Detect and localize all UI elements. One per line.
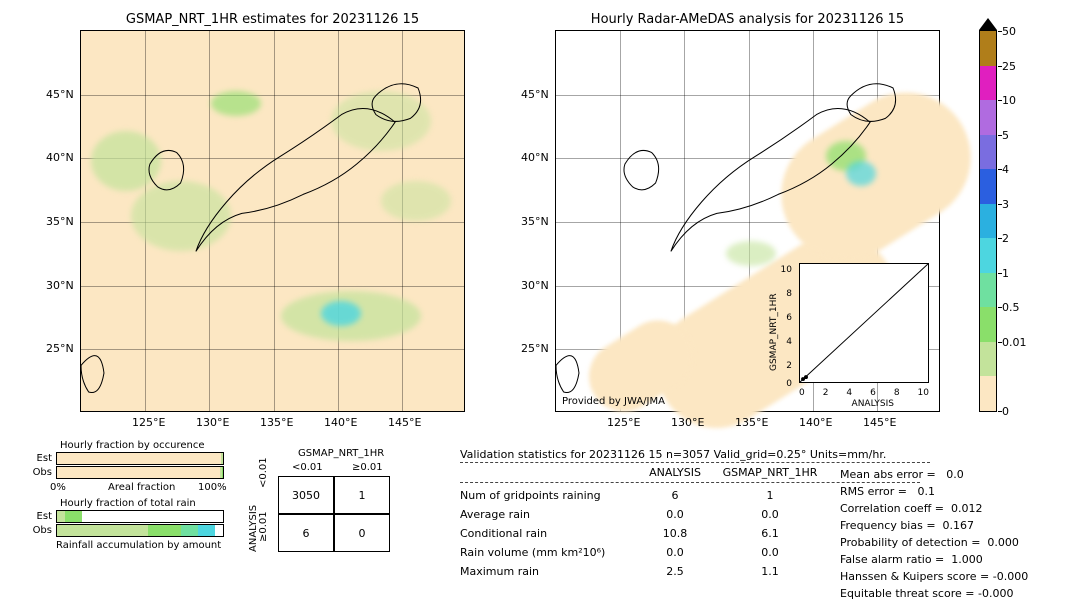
stats-left-table: ANALYSIS GSMAP_NRT_1HR xyxy=(460,466,830,479)
right-xtick-1: 130°E xyxy=(671,416,704,429)
right-ytick-2: 35°N xyxy=(521,215,549,228)
cb-tick-4: 4 xyxy=(1002,163,1009,176)
left-ytick-3: 30°N xyxy=(46,279,74,292)
total-obs-bar xyxy=(56,524,224,537)
right-ytick-0: 45°N xyxy=(521,88,549,101)
colorbar-over xyxy=(979,18,997,30)
scatter-ytick-8: 8 xyxy=(786,289,792,299)
cb-tick-0: 0 xyxy=(1002,405,1009,418)
total-title: Hourly fraction of total rain xyxy=(60,498,196,509)
occ-est-bar xyxy=(56,452,224,465)
left-xtick-2: 135°E xyxy=(260,416,293,429)
right-xtick-0: 125°E xyxy=(607,416,640,429)
left-xtick-4: 145°E xyxy=(388,416,421,429)
occ-title: Hourly fraction by occurence xyxy=(60,440,204,451)
cb-tick-5: 5 xyxy=(1002,129,1009,142)
conf-10: 6 xyxy=(278,514,334,552)
right-ytick-4: 25°N xyxy=(521,342,549,355)
cb-tick-1: 1 xyxy=(1002,267,1009,280)
scatter-ytick-4: 4 xyxy=(786,337,792,347)
scatter-ylabel: GSMAP_NRT_1HR xyxy=(769,293,779,371)
conf-row-1: ≥0.01 xyxy=(258,511,269,542)
scatter-ytick-6: 6 xyxy=(786,313,792,323)
cb-tick-3: 3 xyxy=(1002,198,1009,211)
stats-title: Validation statistics for 20231126 15 n=… xyxy=(460,448,886,461)
occ-obs-label: Obs xyxy=(28,467,52,478)
left-map xyxy=(80,30,465,412)
scatter-inset xyxy=(799,263,929,383)
occ-obs-bar xyxy=(56,466,224,479)
cb-tick-10: 10 xyxy=(1002,94,1016,107)
left-ytick-1: 40°N xyxy=(46,151,74,164)
stats-rule-top xyxy=(460,462,930,463)
left-ytick-2: 35°N xyxy=(46,215,74,228)
stats-right-rows: Mean abs error = 0.0 RMS error = 0.1 Cor… xyxy=(840,466,1028,602)
right-ytick-3: 30°N xyxy=(521,279,549,292)
right-ytick-1: 40°N xyxy=(521,151,549,164)
right-map-title: Hourly Radar-AMeDAS analysis for 2023112… xyxy=(555,12,940,27)
conf-01: 1 xyxy=(334,476,390,514)
conf-row-0: <0.01 xyxy=(258,457,269,488)
left-ytick-4: 25°N xyxy=(46,342,74,355)
scatter-ytick-2: 2 xyxy=(786,361,792,371)
coastline-left xyxy=(81,31,464,411)
left-xtick-0: 125°E xyxy=(132,416,165,429)
conf-col-0: <0.01 xyxy=(292,462,323,473)
right-map: Provided by JWA/JMA 10 8 6 4 2 0 0246810… xyxy=(555,30,940,412)
scatter-xticks: 0246810 xyxy=(799,388,929,398)
occ-est-label: Est xyxy=(28,453,52,464)
total-est-label: Est xyxy=(28,511,52,522)
scatter-ytick-0: 0 xyxy=(786,379,792,389)
occ-x0: 0% xyxy=(50,482,66,493)
left-xtick-3: 140°E xyxy=(324,416,357,429)
left-xtick-1: 130°E xyxy=(196,416,229,429)
right-xtick-4: 145°E xyxy=(863,416,896,429)
right-xtick-3: 140°E xyxy=(799,416,832,429)
scatter-ytick-10: 10 xyxy=(781,265,792,275)
total-caption: Rainfall accumulation by amount xyxy=(56,540,221,551)
conf-11: 0 xyxy=(334,514,390,552)
map-credit: Provided by JWA/JMA xyxy=(562,396,665,407)
cb-tick-2: 2 xyxy=(1002,232,1009,245)
occ-xc: Areal fraction xyxy=(108,482,175,493)
conf-00: 3050 xyxy=(278,476,334,514)
right-xtick-2: 135°E xyxy=(735,416,768,429)
conf-col-1: ≥0.01 xyxy=(352,462,383,473)
colorbar: 50 25 10 5 4 3 2 1 0.5 0.01 0 xyxy=(979,30,997,412)
cb-tick-0.01: 0.01 xyxy=(1002,336,1027,349)
stats-left-rows: Num of gridpoints raining61 Average rain… xyxy=(460,486,830,581)
occ-x1: 100% xyxy=(198,482,227,493)
cb-tick-50: 50 xyxy=(1002,25,1016,38)
left-ytick-0: 45°N xyxy=(46,88,74,101)
total-obs-label: Obs xyxy=(28,525,52,536)
total-est-bar xyxy=(56,510,224,523)
scatter-xlabel: ANALYSIS xyxy=(852,399,894,409)
cb-tick-0.5: 0.5 xyxy=(1002,301,1020,314)
cb-tick-25: 25 xyxy=(1002,60,1016,73)
left-map-title: GSMAP_NRT_1HR estimates for 20231126 15 xyxy=(80,12,465,27)
conf-col-header: GSMAP_NRT_1HR xyxy=(298,448,384,459)
